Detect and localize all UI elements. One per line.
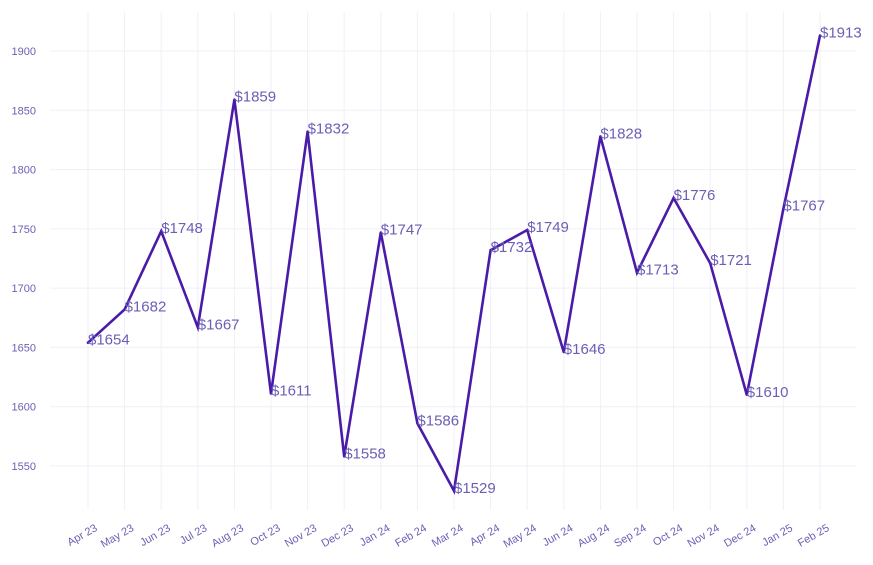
data-point [818, 34, 822, 37]
data-point [599, 135, 602, 138]
data-label: $1748 [161, 220, 203, 237]
x-tick-label: Dec 23 [320, 522, 356, 550]
data-point [782, 207, 785, 210]
gridlines [50, 12, 856, 510]
data-label: $1732 [491, 239, 533, 256]
data-point [86, 341, 90, 344]
data-label: $1667 [198, 316, 240, 333]
x-tick-label: Aug 24 [576, 522, 612, 550]
y-tick-label: 1650 [12, 342, 36, 354]
data-point [562, 350, 565, 354]
data-label: $1832 [308, 121, 350, 138]
y-tick-label: 1850 [12, 105, 36, 117]
x-tick-label: Jul 23 [178, 522, 209, 547]
data-point [745, 393, 748, 397]
data-label: $1682 [125, 298, 167, 315]
y-tick-label: 1900 [12, 46, 36, 58]
y-axis-ticks: 1550 1600 1650 1700 1750 1800 1850 1900 [12, 46, 36, 473]
data-point [709, 262, 712, 265]
data-labels: $1654 $1682 $1748 $1667 $1859 $1611 $1832 $1558… [88, 25, 862, 497]
series-price [86, 34, 822, 495]
data-point [343, 455, 346, 458]
data-point [196, 326, 199, 329]
y-tick-label: 1800 [12, 165, 36, 177]
x-tick-label: Oct 24 [651, 522, 685, 549]
x-tick-label: May 24 [501, 522, 538, 550]
data-point [123, 308, 126, 311]
data-point [526, 228, 529, 232]
x-tick-label: Apr 23 [65, 522, 99, 549]
data-label: $1747 [381, 221, 423, 238]
data-label: $1646 [564, 341, 606, 358]
data-point [233, 98, 236, 101]
y-tick-label: 1700 [12, 283, 36, 295]
data-label: $1721 [710, 252, 752, 269]
data-point [635, 271, 639, 274]
x-tick-label: Nov 24 [686, 522, 722, 550]
data-label: $1713 [637, 262, 679, 279]
x-tick-label: Jan 24 [358, 522, 393, 549]
y-tick-label: 1600 [12, 402, 36, 414]
data-point [672, 196, 675, 200]
data-label: $1654 [88, 332, 130, 349]
data-point [269, 392, 273, 395]
data-point [379, 231, 382, 234]
data-point [160, 230, 163, 233]
data-label: $1558 [344, 446, 386, 463]
data-label: $1586 [417, 412, 459, 429]
x-tick-label: Jun 24 [541, 522, 576, 549]
x-tick-label: Feb 24 [393, 522, 429, 550]
data-label: $1767 [783, 198, 825, 215]
data-label: $1776 [674, 187, 716, 204]
data-label: $1749 [527, 219, 569, 236]
x-tick-label: Dec 24 [722, 522, 758, 550]
x-tick-label: Feb 25 [796, 522, 832, 550]
data-label: $1529 [454, 480, 496, 497]
y-tick-label: 1750 [12, 224, 36, 236]
x-tick-label: Jun 23 [138, 522, 173, 549]
y-tick-label: 1550 [12, 461, 36, 473]
x-tick-label: Oct 23 [248, 522, 282, 549]
data-label: $1859 [234, 89, 276, 106]
x-tick-label: Aug 23 [210, 522, 246, 550]
data-point [416, 422, 419, 425]
data-label: $1611 [271, 383, 312, 400]
x-tick-label: Nov 23 [283, 522, 319, 550]
x-tick-label: Sep 24 [612, 522, 648, 550]
x-tick-label: Mar 24 [430, 522, 466, 550]
data-point [489, 249, 492, 252]
x-tick-label: Apr 24 [468, 522, 502, 549]
x-tick-label: Jan 25 [760, 522, 795, 549]
data-point [306, 130, 309, 133]
x-tick-label: May 23 [99, 522, 136, 550]
x-axis-ticks: Apr 23 May 23 Jun 23 Jul 23 Aug 23 Oct 23 Nov … [65, 522, 831, 550]
data-label: $1610 [747, 384, 789, 401]
data-label: $1913 [820, 25, 862, 42]
data-label: $1828 [600, 125, 642, 142]
data-point [452, 489, 456, 493]
